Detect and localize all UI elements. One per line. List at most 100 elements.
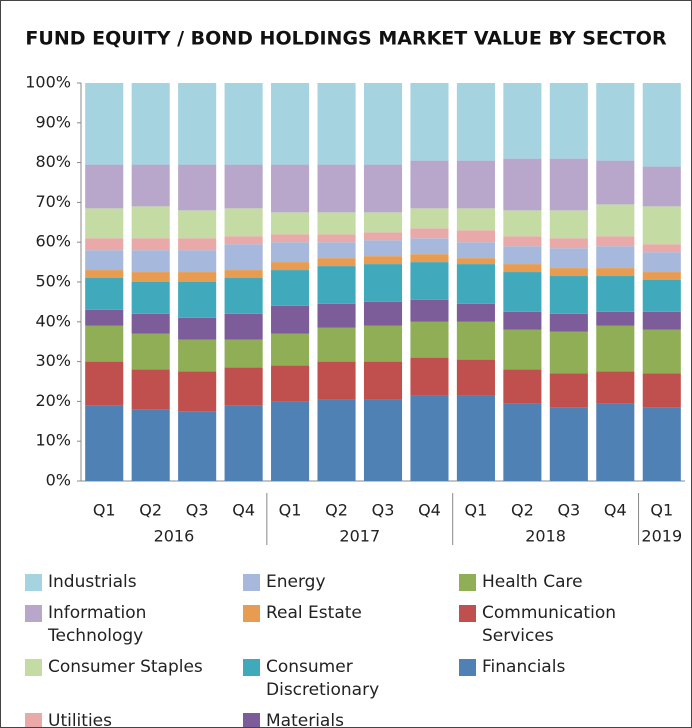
bar-segment	[178, 282, 217, 318]
bar-segment	[596, 371, 635, 404]
legend-item: Materials	[243, 710, 459, 728]
bar-segment	[503, 83, 542, 159]
bar-segment	[178, 210, 217, 239]
bar-segment	[271, 234, 310, 243]
bar-segment	[178, 238, 217, 251]
bar-segment	[224, 236, 263, 245]
bar-segment	[549, 276, 588, 314]
legend: Industrials Energy Health Care Information …	[25, 571, 685, 728]
x-tick-label: Q2	[511, 501, 534, 520]
bar-segment	[224, 83, 263, 165]
bar-segment	[503, 311, 542, 330]
bar-segment	[642, 83, 681, 167]
bar-segment	[456, 359, 495, 396]
bar-segment	[363, 232, 403, 241]
bar-segment	[596, 246, 635, 269]
bar-segment	[596, 160, 635, 205]
bar-segment	[503, 236, 542, 247]
bar-segment	[456, 208, 495, 231]
bar-segment	[456, 258, 495, 265]
bar-segment	[131, 409, 170, 481]
x-tick-label: Q3	[372, 501, 395, 520]
y-tick-label: 20%	[35, 391, 71, 410]
bar-segment	[503, 329, 542, 370]
bar-segment	[224, 164, 263, 209]
bar-segment	[317, 361, 356, 400]
legend-item: Energy	[243, 571, 459, 594]
bar-segment	[410, 160, 449, 209]
bar-segment	[363, 212, 403, 233]
y-tick-label: 40%	[35, 311, 71, 330]
bar-segment	[642, 280, 681, 312]
bar-segment	[456, 242, 495, 259]
bar-segment	[271, 270, 310, 306]
bar-segment	[642, 166, 681, 207]
bar-segment	[224, 405, 263, 481]
bar-segment	[596, 204, 635, 237]
bar-segment	[85, 325, 124, 362]
legend-label: Utilities	[48, 711, 112, 728]
bar-segment	[549, 238, 588, 249]
bar-segment	[178, 371, 217, 412]
bar-segment	[224, 339, 263, 368]
bar-segment	[131, 206, 170, 239]
bar-segment	[456, 264, 495, 304]
bar-segment	[549, 83, 588, 159]
bar-segment	[271, 242, 310, 263]
legend-swatch	[243, 605, 260, 622]
bar-segment	[178, 339, 217, 372]
legend-label: Materials	[266, 711, 344, 728]
bar-segment	[642, 252, 681, 273]
y-tick-label: 30%	[35, 351, 71, 370]
bar-segment	[224, 208, 263, 237]
x-tick-label: Q1	[93, 501, 116, 520]
x-tick-label: Q3	[557, 501, 580, 520]
bar-segment	[503, 210, 542, 237]
bar-segment	[178, 411, 217, 481]
legend-item: Consumer Staples	[25, 656, 243, 702]
bar-segment	[131, 272, 170, 282]
bar-segment	[363, 301, 403, 326]
bar-segment	[503, 272, 542, 312]
bar-segment	[131, 238, 170, 251]
bar-segment	[271, 365, 310, 402]
bar-segment	[410, 254, 449, 263]
legend-item: Health Care	[459, 571, 679, 594]
bar-segment	[85, 208, 124, 239]
legend-item: Financials	[459, 656, 679, 702]
bar-segment	[596, 403, 635, 481]
bar-segment	[596, 83, 635, 161]
bar-segment	[131, 83, 170, 165]
x-group-label: 2018	[525, 527, 566, 546]
bar-segment	[271, 333, 310, 366]
bar-segment	[271, 164, 310, 213]
bar-segment	[596, 276, 635, 312]
bar-segment	[410, 262, 449, 300]
bar-segment	[224, 313, 263, 340]
x-tick-label: Q4	[418, 501, 441, 520]
bar-segment	[410, 228, 449, 239]
bar-segment	[131, 164, 170, 207]
bar-segment	[131, 333, 170, 370]
legend-swatch	[459, 574, 476, 591]
bar-segment	[642, 206, 681, 245]
legend-label: Communication Services	[482, 603, 616, 646]
legend-label: Health Care	[482, 572, 583, 592]
legend-label: Financials	[482, 657, 566, 677]
legend-swatch	[25, 605, 42, 622]
x-tick-label: Q3	[186, 501, 209, 520]
bar-segment	[410, 208, 449, 229]
legend-swatch	[459, 605, 476, 622]
bar-segment	[363, 361, 403, 400]
bar-segment	[131, 250, 170, 273]
legend-swatch	[25, 574, 42, 591]
bar-segment	[549, 158, 588, 211]
legend-item: Real Estate	[243, 602, 459, 648]
bar-segment	[85, 250, 124, 271]
bar-segment	[642, 311, 681, 330]
bar-segment	[456, 321, 495, 360]
bar-segment	[317, 266, 356, 304]
bar-segment	[642, 373, 681, 408]
bar-segment	[85, 309, 124, 326]
